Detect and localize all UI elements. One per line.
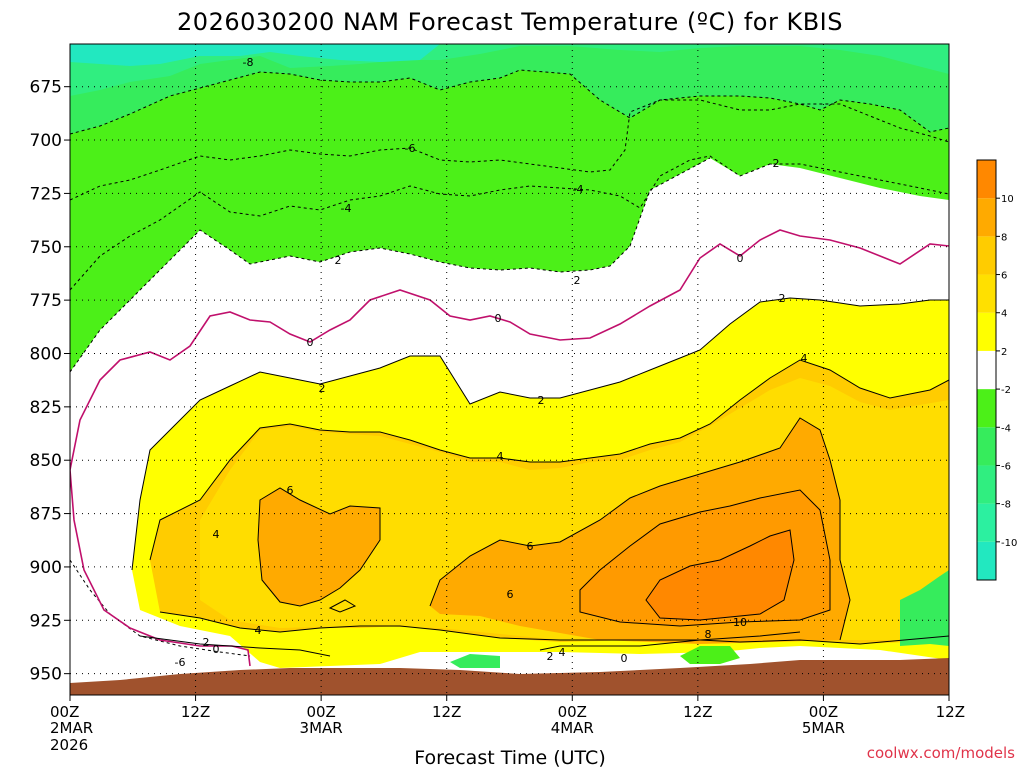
colorbar-swatch xyxy=(977,503,996,542)
y-tick-label: 950 xyxy=(30,665,62,685)
contour-label: 6 xyxy=(287,484,294,497)
y-tick-label: 900 xyxy=(30,558,62,578)
x-tick-label: 12Z xyxy=(683,703,712,721)
chart-title: 2026030200 NAM Forecast Temperature (ºC)… xyxy=(177,8,843,36)
patch-10to12 xyxy=(646,530,794,620)
contour-label: 2 xyxy=(547,650,554,663)
credit-text: coolwx.com/models xyxy=(867,744,1015,762)
pocket-green-mid xyxy=(680,646,740,664)
colorbar-label: -2 xyxy=(1001,385,1011,396)
colorbar-swatch xyxy=(977,389,996,428)
x-tick-date: 4MAR xyxy=(551,719,594,737)
y-tick-label: 925 xyxy=(30,611,62,631)
zero-contour xyxy=(70,229,949,667)
contour-label: 8 xyxy=(705,628,712,641)
contour-label: 4 xyxy=(213,528,220,541)
x-axis-label: Forecast Time (UTC) xyxy=(414,747,605,768)
plot-frame xyxy=(69,43,950,696)
contour-label: -6 xyxy=(175,656,186,669)
colorbar-swatch xyxy=(977,465,996,504)
contour-label: 0 xyxy=(213,643,220,656)
colorbar-label: 8 xyxy=(1001,232,1007,243)
contour-label: 2 xyxy=(538,394,545,407)
contour-labels: -8 -6 -6 -4 -4 -2 0 0 0 0 0 2 2 2 2 2 2 … xyxy=(175,56,808,669)
ground-terrain xyxy=(70,658,949,695)
colorbar-label: 4 xyxy=(1001,309,1007,320)
patch-6to8-a xyxy=(258,488,380,606)
contour-label: -6 xyxy=(405,142,416,155)
contour-label: 6 xyxy=(507,588,514,601)
y-tick-label: 875 xyxy=(30,505,62,525)
x-tick-label: 00Z xyxy=(306,703,335,721)
y-tick-label: 750 xyxy=(30,238,62,258)
y-tick-label: 800 xyxy=(30,344,62,364)
colorbar-swatch xyxy=(977,427,996,466)
contour-label: 0 xyxy=(495,312,502,325)
x-tick-label: 00Z xyxy=(809,703,838,721)
contour-label: -4 xyxy=(341,202,352,215)
colorbar-swatch xyxy=(977,236,996,275)
contour-label: 4 xyxy=(559,646,566,659)
contour-label: -2 xyxy=(769,157,780,170)
x-tick-label: 12Z xyxy=(181,703,210,721)
gridlines xyxy=(70,44,949,695)
colorbar-label: -4 xyxy=(1001,423,1011,434)
x-tick-label: 12Z xyxy=(432,703,461,721)
colorbar-swatch xyxy=(977,350,996,390)
x-tick-date: 5MAR xyxy=(802,719,845,737)
contour-label: -8 xyxy=(243,56,254,69)
colorbar-swatch xyxy=(977,160,996,199)
contour-label: 0 xyxy=(621,652,628,665)
y-axis: 675 700 725 750 775 800 825 850 875 900 925 950 xyxy=(30,78,70,685)
solid-contours xyxy=(131,297,949,657)
contour-label: -4 xyxy=(573,183,584,196)
colorbar-label: -8 xyxy=(1001,500,1011,511)
band-cold-6to8 xyxy=(70,44,949,96)
colorbar: -10 -8 -6 -4 -2 2 4 6 8 10 xyxy=(976,159,1017,581)
x-tick-label: 00Z xyxy=(558,703,587,721)
y-tick-label: 825 xyxy=(30,398,62,418)
y-tick-label: 700 xyxy=(30,131,62,151)
colorbar-swatch xyxy=(977,198,996,237)
contour-label: 4 xyxy=(255,624,262,637)
colorbar-swatch xyxy=(977,541,996,580)
plot-area: -8 -6 -6 -4 -4 -2 0 0 0 0 0 2 2 2 2 2 2 … xyxy=(70,44,949,695)
contour-label: 2 xyxy=(335,254,342,267)
y-tick-label: 850 xyxy=(30,451,62,471)
colorbar-label: -6 xyxy=(1001,461,1011,472)
contour-label: 0 xyxy=(307,336,314,349)
band-cold-8to10 xyxy=(70,44,440,66)
colorbar-label: -10 xyxy=(1001,538,1017,549)
contour-label: 6 xyxy=(527,540,534,553)
contour-label: 0 xyxy=(737,252,744,265)
contour-label: 10 xyxy=(733,616,747,629)
pocket-green-left xyxy=(450,654,500,668)
y-tick-label: 775 xyxy=(30,291,62,311)
x-tick-label: 12Z xyxy=(936,703,965,721)
y-tick-label: 675 xyxy=(30,78,62,98)
contour-label: 4 xyxy=(801,352,808,365)
colorbar-frame xyxy=(976,159,997,581)
colorbar-swatch xyxy=(977,274,996,313)
x-tick-year: 2026 xyxy=(50,736,88,754)
colorbar-label: 6 xyxy=(1001,271,1007,282)
contour-label: 2 xyxy=(319,382,326,395)
y-tick-label: 725 xyxy=(30,184,62,204)
x-tick-label: 00Z xyxy=(50,703,79,721)
pocket-green-right xyxy=(900,570,949,646)
colorbar-swatch xyxy=(977,312,996,351)
colorbar-label: 10 xyxy=(1001,194,1014,205)
colorbar-label: 2 xyxy=(1001,347,1007,358)
contour-label: 2 xyxy=(574,274,581,287)
x-tick-date: 3MAR xyxy=(300,719,343,737)
contour-label: 4 xyxy=(497,450,504,463)
x-tick-date: 2MAR xyxy=(50,719,93,737)
contour-label: 2 xyxy=(203,636,210,649)
contour-label: 2 xyxy=(779,292,786,305)
